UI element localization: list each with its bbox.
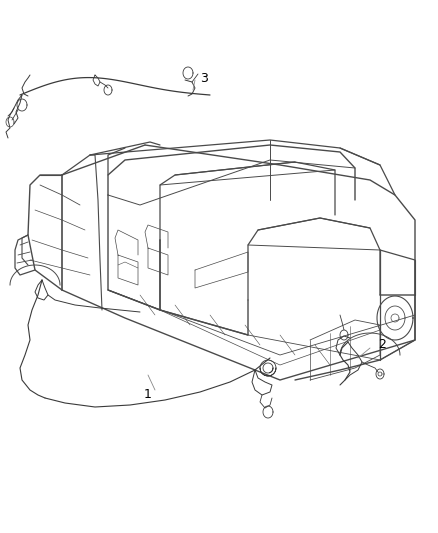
Text: 1: 1 [144, 389, 152, 401]
Text: 2: 2 [378, 338, 386, 351]
Text: 3: 3 [200, 71, 208, 85]
